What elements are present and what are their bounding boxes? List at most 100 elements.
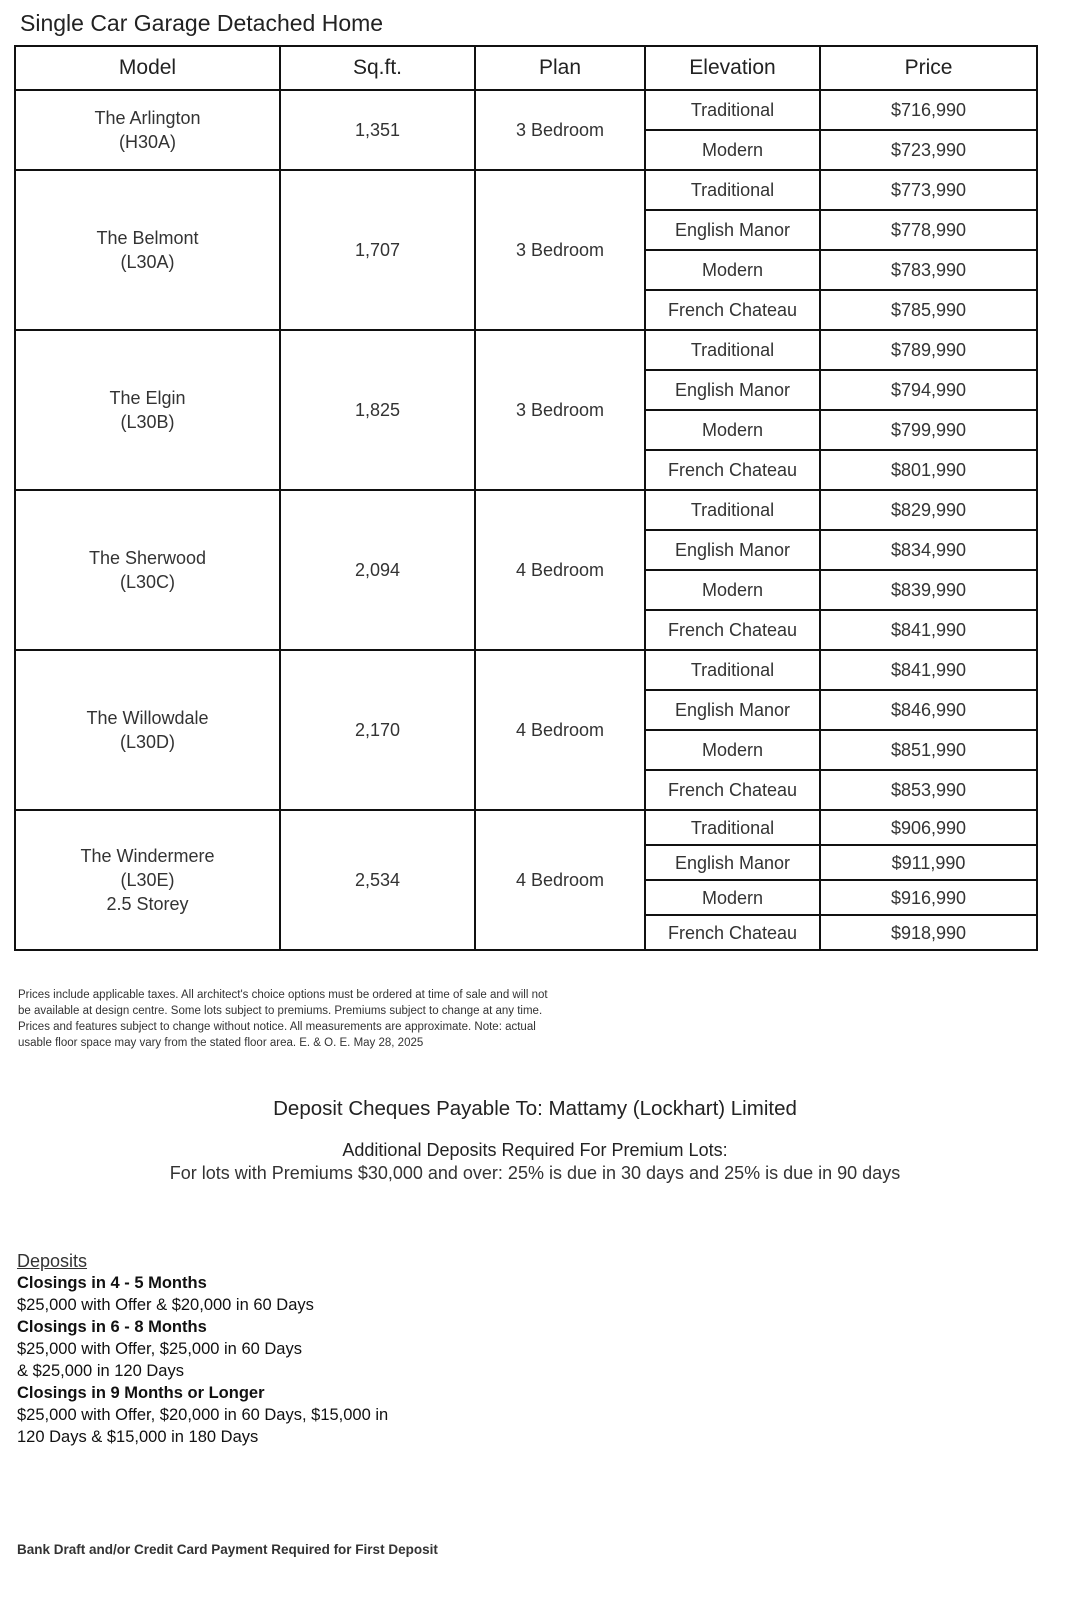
price-cell: $846,990 [819, 689, 1038, 731]
table-row: The Windermere (L30E) 2.5 Storey 2,534 4 Bed… [14, 809, 1038, 951]
plan-cell: 4 Bedroom [474, 809, 646, 951]
deposit-group-title: Closings in 6 - 8 Months [17, 1318, 207, 1336]
elevation-cell: French Chateau [644, 289, 821, 331]
elevation-cell: English Manor [644, 529, 821, 571]
model-cell: The Elgin (L30B) [14, 329, 281, 491]
table-row: Modern $783,990 [15, 249, 1038, 291]
price-cell: $841,990 [819, 609, 1038, 651]
price-cell: $853,990 [819, 769, 1038, 811]
sqft-cell: 2,170 [279, 649, 476, 811]
table-row: Modern $839,990 [15, 569, 1038, 611]
deposit-group-line: $25,000 with Offer, $20,000 in 60 Days, … [17, 1406, 389, 1424]
model-cell: The Willowdale (L30D) [14, 649, 281, 811]
header-sqft: Sq.ft. [279, 45, 476, 91]
model-cell: The Windermere (L30E) 2.5 Storey [14, 809, 281, 951]
model-name-line: (H30A) [118, 132, 176, 152]
price-cell: $916,990 [819, 879, 1038, 916]
plan-cell: 3 Bedroom [474, 169, 646, 331]
sqft-cell: 2,094 [279, 489, 476, 651]
elevation-cell: Modern [644, 569, 821, 611]
elevation-cell: French Chateau [644, 609, 821, 651]
deposit-payable: Deposit Cheques Payable To: Mattamy (Loc… [273, 1097, 797, 1120]
header-price: Price [819, 45, 1038, 91]
deposits-section: Deposits Closings in 4 - 5 Months $25,000… [17, 1250, 388, 1448]
price-cell: $839,990 [819, 569, 1038, 611]
table-row: The Sherwood (L30C) 2,094 4 Bedroom Traditio… [14, 489, 1038, 651]
price-cell: $716,990 [819, 89, 1038, 131]
model-name-line: (L30C) [119, 572, 176, 592]
price-cell: $789,990 [819, 329, 1038, 371]
sqft-cell: 1,707 [279, 169, 476, 331]
model-name-line: The Elgin [109, 388, 186, 408]
table-header-row: Model Sq.ft. Plan Elevation Price [14, 45, 1038, 91]
plan-cell: 3 Bedroom [474, 329, 646, 491]
table-row: The Elgin (L30B) 1,825 3 Bedroom Traditional… [14, 329, 1038, 491]
price-cell: $801,990 [819, 449, 1038, 491]
model-name-line: (L30D) [119, 732, 176, 752]
table-row: The Willowdale (L30D) 2,170 4 Bedroom Tradit… [14, 649, 1038, 811]
elevation-cell: French Chateau [644, 914, 821, 951]
header-elevation: Elevation [644, 45, 821, 91]
elevation-cell: Modern [644, 249, 821, 291]
deposit-group-line: 120 Days & $15,000 in 180 Days [17, 1428, 259, 1446]
table-row: English Manor $778,990 [15, 209, 1038, 251]
price-cell: $785,990 [819, 289, 1038, 331]
elevation-cell: French Chateau [644, 769, 821, 811]
elevation-cell: English Manor [644, 209, 821, 251]
elevation-cell: Modern [644, 729, 821, 771]
header-model: Model [14, 45, 281, 91]
table-row: The Belmont (L30A) 1,707 3 Bedroom Tradition… [14, 169, 1038, 331]
elevation-cell: French Chateau [644, 449, 821, 491]
price-cell: $918,990 [819, 914, 1038, 951]
table-row: The Arlington (H30A) 1,351 3 Bedroom Traditi… [14, 89, 1038, 171]
elevation-cell: English Manor [644, 689, 821, 731]
price-cell: $778,990 [819, 209, 1038, 251]
table-row: Modern $799,990 [15, 409, 1038, 451]
elevation-cell: Modern [644, 129, 821, 171]
table-row: French Chateau $785,990 [15, 289, 1038, 331]
deposits-heading: Deposits [17, 1251, 88, 1271]
header-plan: Plan [474, 45, 646, 91]
price-cell: $906,990 [819, 809, 1038, 846]
table-row: Modern $723,990 [15, 129, 1038, 171]
elevation-cell: Traditional [644, 649, 821, 691]
table-row: English Manor $846,990 [15, 689, 1038, 731]
page-title: Single Car Garage Detached Home [20, 10, 384, 36]
plan-cell: 4 Bedroom [474, 489, 646, 651]
premium-text: For lots with Premiums $30,000 and over:… [169, 1163, 901, 1183]
table-row: English Manor $911,990 [15, 844, 1038, 881]
disclaimer: Prices include applicable taxes. All arc… [18, 989, 548, 1049]
sqft-cell: 1,351 [279, 89, 476, 171]
elevation-cell: Traditional [644, 89, 821, 131]
price-cell: $799,990 [819, 409, 1038, 451]
premium-heading: Additional Deposits Required For Premium… [342, 1140, 728, 1160]
model-cell: The Sherwood (L30C) [14, 489, 281, 651]
table-row: English Manor $834,990 [15, 529, 1038, 571]
model-name-line: The Willowdale [86, 708, 209, 728]
elevation-cell: English Manor [644, 844, 821, 881]
table-row: French Chateau $918,990 [15, 914, 1038, 951]
table-row: Modern $916,990 [15, 879, 1038, 916]
elevation-cell: Traditional [644, 329, 821, 371]
model-name-line: The Sherwood [88, 548, 207, 568]
price-cell: $773,990 [819, 169, 1038, 211]
elevation-cell: Modern [644, 409, 821, 451]
elevation-cell: Traditional [644, 809, 821, 846]
table-row: French Chateau $801,990 [15, 449, 1038, 491]
model-name-line: (L30B) [120, 412, 175, 432]
sqft-cell: 1,825 [279, 329, 476, 491]
plan-cell: 3 Bedroom [474, 89, 646, 171]
sqft-cell: 2,534 [279, 809, 476, 951]
model-cell: The Arlington (H30A) [14, 89, 281, 171]
model-name-line: (L30A) [120, 252, 175, 272]
model-name-line: (L30E) [120, 870, 175, 890]
elevation-cell: Traditional [644, 169, 821, 211]
price-cell: $834,990 [819, 529, 1038, 571]
deposit-group-title: Closings in 9 Months or Longer [17, 1384, 265, 1402]
price-cell: $911,990 [819, 844, 1038, 881]
plan-cell: 4 Bedroom [474, 649, 646, 811]
price-cell: $829,990 [819, 489, 1038, 531]
elevation-cell: English Manor [644, 369, 821, 411]
deposit-group-line: & $25,000 in 120 Days [17, 1362, 184, 1380]
price-cell: $851,990 [819, 729, 1038, 771]
